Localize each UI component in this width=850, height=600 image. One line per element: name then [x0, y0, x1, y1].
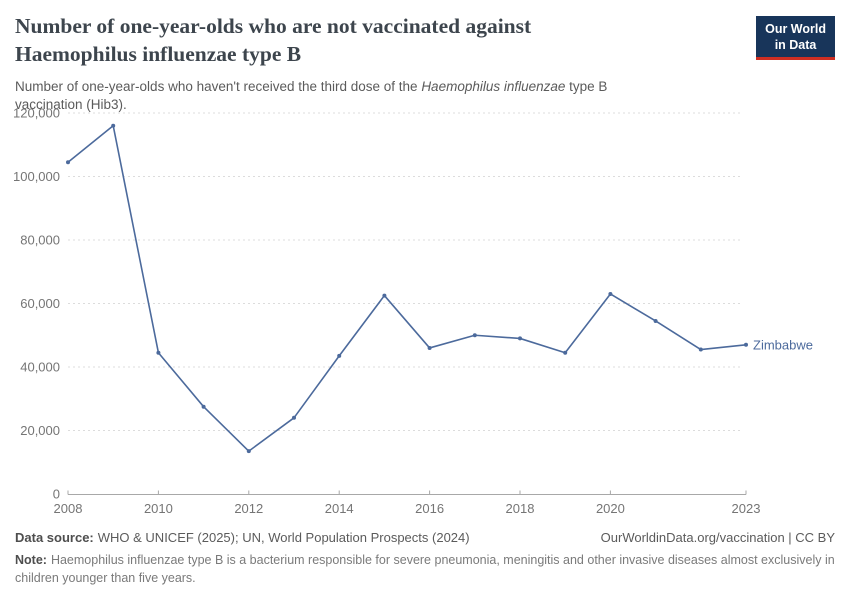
- chart-canvas[interactable]: 0 20,000 40,000 60,000 80,000 100,000 120,000 2…: [0, 100, 850, 530]
- note-text: Haemophilus influenzae type B is a bacte…: [15, 553, 835, 586]
- data-point[interactable]: [653, 318, 658, 323]
- title-line-2: Haemophilus influenzae type B: [15, 42, 302, 67]
- data-point[interactable]: [246, 449, 251, 454]
- data-source-text: WHO & UNICEF (2025); UN, World Populatio…: [97, 530, 470, 545]
- subtitle-prefix: Number of one-year-olds who haven't rece…: [15, 78, 422, 94]
- x-axis-label: 2023: [732, 501, 761, 516]
- data-point[interactable]: [201, 404, 206, 409]
- owid-logo[interactable]: Our World in Data: [756, 16, 835, 60]
- page-title: Number of one-year-olds who are not vacc…: [15, 12, 675, 69]
- y-axis-label: 0: [53, 487, 60, 502]
- x-axis-label: 2010: [144, 501, 173, 516]
- chart-subtitle: Number of one-year-olds who haven't rece…: [15, 78, 675, 114]
- x-axis-label: 2020: [596, 501, 625, 516]
- owid-logo-line-1: Our World: [765, 22, 826, 36]
- x-axis-label: 2014: [325, 501, 354, 516]
- title-line-1: Number of one-year-olds who are not vacc…: [15, 14, 532, 38]
- line-chart[interactable]: 0 20,000 40,000 60,000 80,000 100,000 120,000 2…: [0, 100, 850, 530]
- x-axis-label: 2018: [506, 501, 535, 516]
- data-point[interactable]: [472, 333, 477, 338]
- data-point[interactable]: [111, 123, 116, 128]
- data-point[interactable]: [563, 350, 568, 355]
- data-point[interactable]: [382, 293, 387, 298]
- note-label: Note:: [15, 553, 47, 567]
- chart-footer: Data source: WHO & UNICEF (2025); UN, Wor…: [15, 530, 835, 587]
- owid-logo-line-2: in Data: [774, 38, 817, 52]
- data-point[interactable]: [156, 350, 161, 355]
- data-point[interactable]: [698, 347, 703, 352]
- y-axis-label: 40,000: [20, 360, 60, 375]
- y-axis-label: 80,000: [20, 233, 60, 248]
- y-axis-label: 20,000: [20, 423, 60, 438]
- data-point[interactable]: [66, 160, 70, 165]
- x-axis-label: 2012: [234, 501, 263, 516]
- y-axis-label: 120,000: [13, 106, 60, 121]
- data-source: Data source: WHO & UNICEF (2025); UN, Wor…: [15, 530, 470, 545]
- data-point[interactable]: [744, 342, 748, 347]
- subtitle-italic: Haemophilus influenzae: [421, 78, 566, 94]
- x-axis-label: 2016: [415, 501, 444, 516]
- data-point[interactable]: [337, 353, 342, 358]
- data-source-label: Data source:: [15, 530, 94, 545]
- data-point[interactable]: [427, 345, 432, 350]
- subtitle-suffix: type B vaccination (Hib3).: [15, 78, 608, 112]
- y-axis-label: 60,000: [20, 296, 60, 311]
- series-label-zimbabwe[interactable]: Zimbabwe: [753, 337, 813, 352]
- series-line-zimbabwe[interactable]: [67, 124, 747, 452]
- x-axis-label: 2008: [54, 501, 83, 516]
- data-point[interactable]: [292, 415, 296, 420]
- data-point[interactable]: [608, 291, 613, 296]
- y-axis-label: 100,000: [13, 169, 60, 184]
- footer-note: Note: Haemophilus influenzae type B is a …: [15, 551, 835, 587]
- chart-header: Number of one-year-olds who are not vacc…: [15, 12, 675, 114]
- data-point[interactable]: [518, 336, 522, 341]
- source-row: Data source: WHO & UNICEF (2025); UN, Wor…: [15, 530, 835, 545]
- footer-link[interactable]: OurWorldinData.org/vaccination | CC BY: [600, 530, 835, 545]
